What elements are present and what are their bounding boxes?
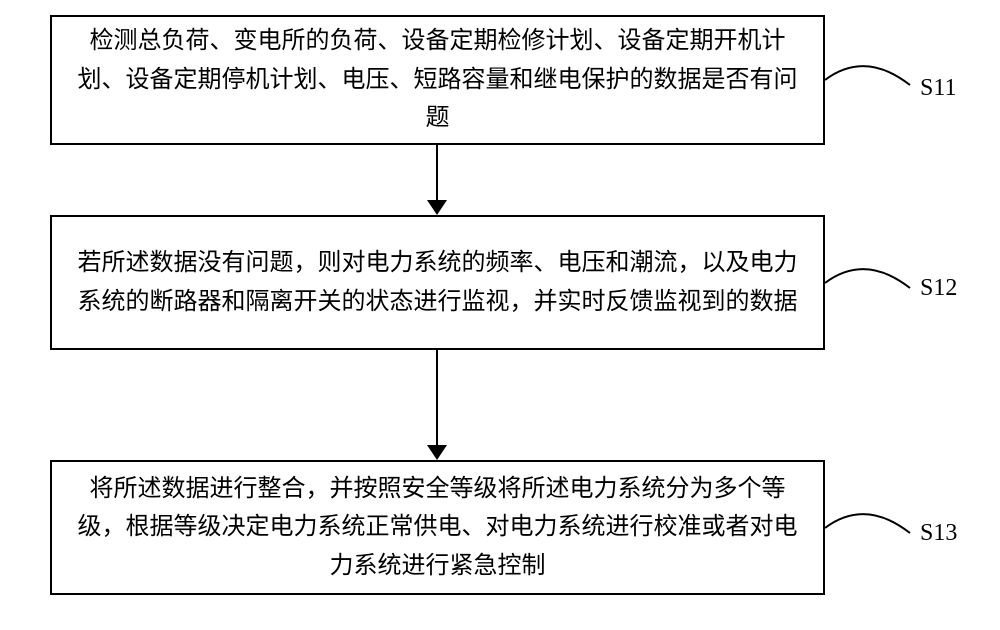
- flowchart-box-s13: 将所述数据进行整合，并按照安全等级将所述电力系统分为多个等级，根据等级决定电力系…: [50, 460, 825, 595]
- box-text: 检测总负荷、变电所的负荷、设备定期检修计划、设备定期开机计划、设备定期停机计划、…: [72, 22, 803, 137]
- box-text: 将所述数据进行整合，并按照安全等级将所述电力系统分为多个等级，根据等级决定电力系…: [72, 470, 803, 585]
- step-label-s12: S12: [920, 275, 957, 302]
- arrow-line: [436, 145, 438, 201]
- step-label-s13: S13: [920, 520, 957, 547]
- flowchart-container: 检测总负荷、变电所的负荷、设备定期检修计划、设备定期开机计划、设备定期停机计划、…: [0, 0, 1000, 630]
- box-text: 若所述数据没有问题，则对电力系统的频率、电压和潮流，以及电力系统的断路器和隔离开…: [72, 244, 803, 321]
- flowchart-box-s11: 检测总负荷、变电所的负荷、设备定期检修计划、设备定期开机计划、设备定期停机计划、…: [50, 15, 825, 145]
- flowchart-box-s12: 若所述数据没有问题，则对电力系统的频率、电压和潮流，以及电力系统的断路器和隔离开…: [50, 215, 825, 350]
- connector-curve: [825, 503, 920, 553]
- connector-curve: [825, 55, 920, 105]
- arrow-head: [427, 445, 447, 460]
- connector-curve: [825, 258, 920, 308]
- arrow-head: [427, 200, 447, 215]
- arrow-line: [436, 350, 438, 446]
- step-label-s11: S11: [920, 75, 956, 102]
